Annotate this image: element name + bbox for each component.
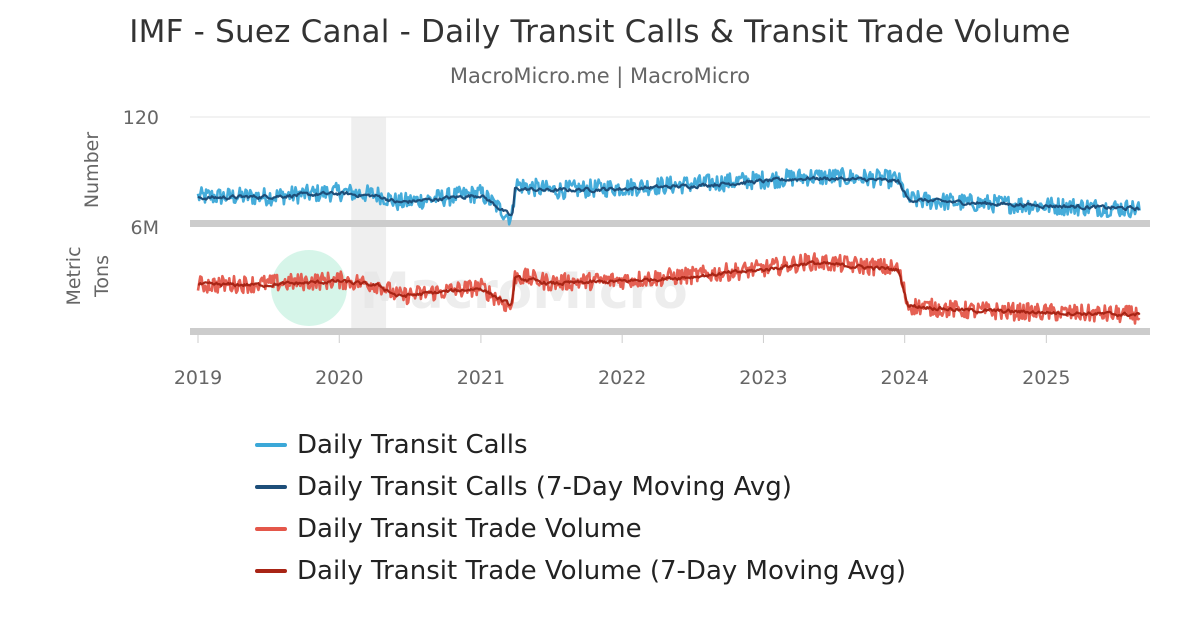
legend-label: Daily Transit Trade Volume (7-Day Moving… — [297, 556, 907, 586]
legend-label: Daily Transit Trade Volume — [297, 514, 642, 544]
legend-item[interactable]: Daily Transit Calls (7-Day Moving Avg) — [255, 466, 906, 508]
x-tick-label: 2020 — [315, 367, 363, 389]
legend-swatch — [255, 569, 287, 573]
x-tick-label: 2019 — [174, 367, 222, 389]
bottom-y-tick-label: 6M — [131, 217, 159, 239]
legend: Daily Transit Calls Daily Transit Calls … — [255, 424, 906, 592]
series-line — [197, 175, 1141, 217]
bottom-panel-baseline — [190, 328, 1150, 335]
top-y-axis-title: Number — [81, 132, 103, 209]
legend-label: Daily Transit Calls — [297, 430, 528, 460]
x-tick-label: 2021 — [457, 367, 505, 389]
x-tick-label: 2024 — [881, 367, 929, 389]
x-axis: 2019 2020 2021 2022 2023 2024 2025 — [174, 335, 1071, 389]
series-line — [196, 167, 1141, 226]
legend-item[interactable]: Daily Transit Calls — [255, 424, 906, 466]
legend-label: Daily Transit Calls (7-Day Moving Avg) — [297, 472, 792, 502]
x-tick-label: 2022 — [598, 367, 646, 389]
legend-item[interactable]: Daily Transit Trade Volume (7-Day Moving… — [255, 550, 906, 592]
series-layer — [196, 167, 1141, 325]
chart-subtitle: MacroMicro.me | MacroMicro — [449, 64, 751, 88]
bottom-y-axis-title-line1: Metric — [63, 246, 85, 305]
x-tick-label: 2025 — [1022, 367, 1070, 389]
chart-plot-area: MacroMicro 120 6M Number Metric Tons 201… — [63, 107, 1150, 389]
x-tick-label: 2023 — [739, 367, 787, 389]
legend-swatch — [255, 443, 287, 447]
bottom-y-axis-title-line2: Tons — [91, 255, 113, 298]
legend-swatch — [255, 485, 287, 489]
legend-swatch — [255, 527, 287, 531]
top-panel-baseline — [190, 220, 1150, 227]
series-line — [196, 252, 1141, 325]
legend-item[interactable]: Daily Transit Trade Volume — [255, 508, 906, 550]
series-line — [197, 260, 1141, 318]
top-y-tick-label: 120 — [123, 107, 159, 129]
chart-title: IMF - Suez Canal - Daily Transit Calls &… — [129, 14, 1071, 50]
